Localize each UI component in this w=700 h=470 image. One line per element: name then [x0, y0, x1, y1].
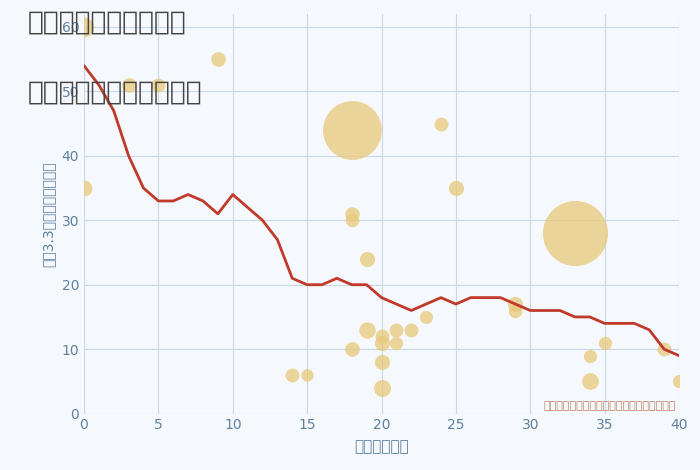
Point [78, 184, 90, 192]
Text: 円の大きさは、取引のあった物件面積を示す: 円の大きさは、取引のあった物件面積を示す [544, 401, 676, 411]
Point [78, 23, 90, 31]
Point [584, 352, 595, 360]
Point [287, 371, 298, 379]
Point [569, 229, 580, 237]
Point [361, 326, 372, 334]
Point [376, 358, 387, 366]
Text: 三重県伊賀市伊勢路の: 三重県伊賀市伊勢路の [28, 9, 187, 35]
X-axis label: 築年数（年）: 築年数（年） [354, 439, 409, 454]
Point [361, 255, 372, 263]
Point [435, 120, 447, 127]
Point [346, 126, 357, 134]
Point [376, 384, 387, 392]
Point [153, 81, 164, 89]
Point [510, 300, 521, 308]
Text: 築年数別中古戸建て価格: 築年数別中古戸建て価格 [28, 80, 202, 106]
Point [212, 55, 223, 63]
Point [406, 326, 417, 334]
Point [123, 81, 134, 89]
Point [376, 332, 387, 340]
Point [659, 345, 670, 353]
Point [510, 307, 521, 314]
Y-axis label: 坪（3.3㎡）単価（万円）: 坪（3.3㎡）単価（万円） [42, 161, 56, 266]
Point [421, 313, 432, 321]
Point [391, 339, 402, 346]
Point [584, 377, 595, 385]
Point [302, 371, 313, 379]
Point [450, 184, 461, 192]
Point [376, 339, 387, 346]
Point [391, 326, 402, 334]
Point [346, 217, 357, 224]
Point [346, 345, 357, 353]
Point [673, 377, 685, 385]
Point [346, 210, 357, 218]
Point [599, 339, 610, 346]
